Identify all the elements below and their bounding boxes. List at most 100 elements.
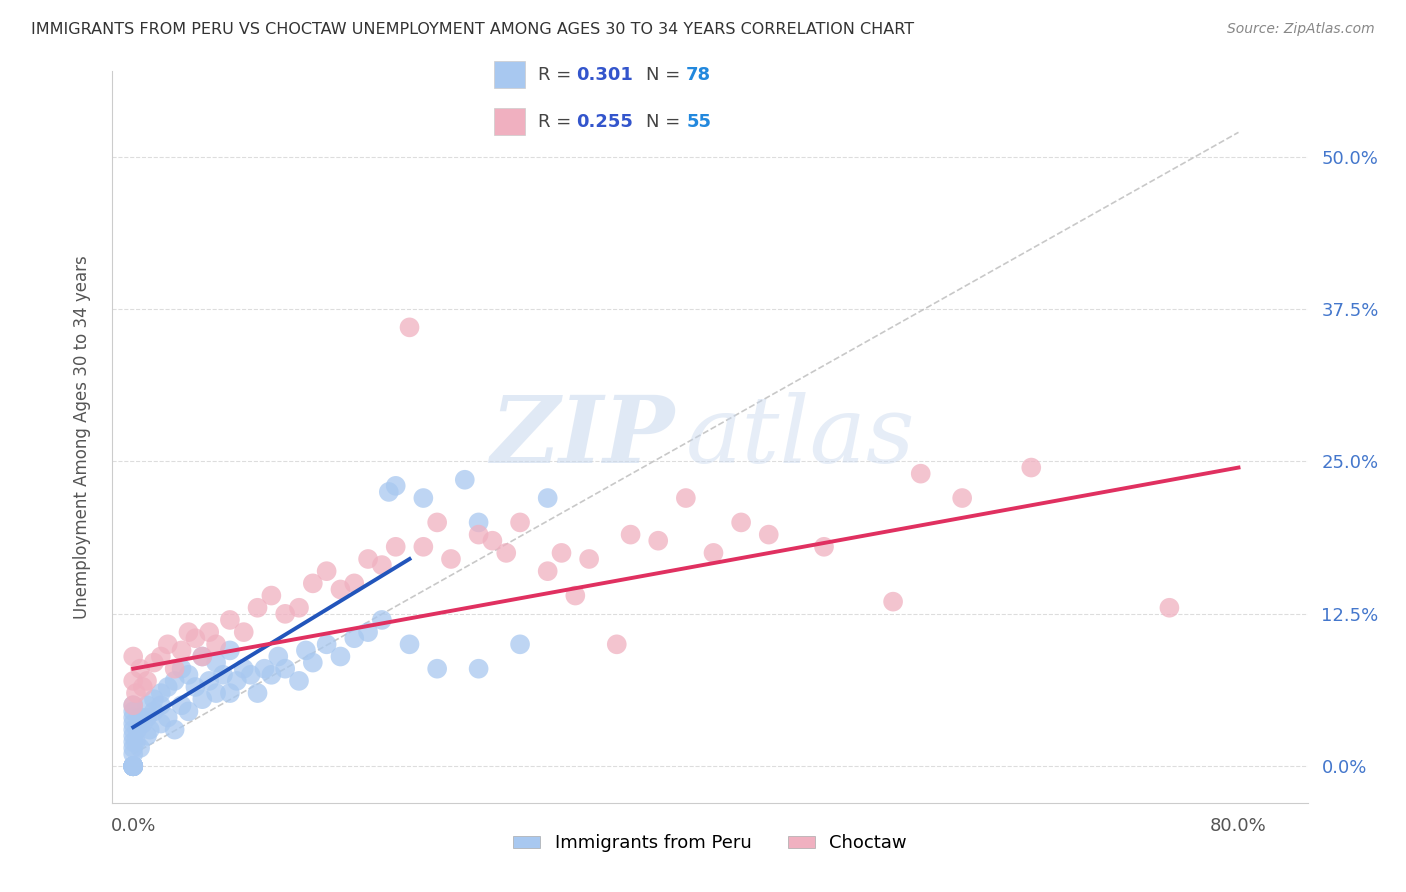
Point [132, 716, 155, 731]
Point [219, 643, 242, 657]
Point [398, 637, 420, 651]
Point [198, 673, 221, 688]
Point [149, 716, 172, 731]
Point [212, 667, 235, 681]
Point [288, 673, 311, 688]
Point [357, 552, 380, 566]
Text: 0.301: 0.301 [576, 66, 633, 84]
Point [205, 656, 228, 670]
Point [122, 723, 145, 737]
Point [125, 686, 148, 700]
Point [122, 747, 145, 761]
Point [412, 540, 434, 554]
Point [295, 643, 318, 657]
Point [122, 759, 145, 773]
Point [129, 710, 152, 724]
Point [301, 576, 323, 591]
Point [122, 698, 145, 713]
Point [578, 552, 600, 566]
Point [122, 759, 145, 773]
Point [142, 656, 165, 670]
Point [122, 759, 145, 773]
Point [184, 632, 207, 646]
Point [509, 516, 531, 530]
Text: atlas: atlas [686, 392, 915, 482]
Point [702, 546, 724, 560]
Point [357, 625, 380, 640]
Point [225, 673, 247, 688]
Point [125, 735, 148, 749]
Point [274, 607, 297, 621]
Point [170, 662, 193, 676]
Point [136, 673, 159, 688]
Point [758, 527, 780, 541]
Point [122, 759, 145, 773]
Point [205, 637, 228, 651]
Point [122, 759, 145, 773]
Point [129, 740, 152, 755]
Legend: Immigrants from Peru, Choctaw: Immigrants from Peru, Choctaw [506, 827, 914, 860]
Point [467, 527, 489, 541]
Point [343, 576, 366, 591]
Point [267, 649, 290, 664]
Text: 78: 78 [686, 66, 711, 84]
Point [1019, 460, 1042, 475]
Point [426, 662, 449, 676]
Point [537, 564, 560, 578]
Point [467, 662, 489, 676]
Point [384, 479, 406, 493]
Point [191, 692, 214, 706]
Point [329, 582, 352, 597]
Point [329, 649, 352, 664]
Point [136, 710, 159, 724]
Text: Source: ZipAtlas.com: Source: ZipAtlas.com [1227, 22, 1375, 37]
Point [481, 533, 503, 548]
Point [246, 600, 269, 615]
Point [139, 723, 162, 737]
Point [384, 540, 406, 554]
Point [426, 516, 449, 530]
Text: N =: N = [645, 66, 686, 84]
Point [910, 467, 932, 481]
Point [163, 723, 186, 737]
Point [232, 625, 254, 640]
Point [156, 680, 179, 694]
Point [239, 667, 262, 681]
Point [122, 759, 145, 773]
Point [619, 527, 641, 541]
Point [122, 729, 145, 743]
Point [191, 649, 214, 664]
Point [156, 710, 179, 724]
Point [177, 705, 200, 719]
Point [509, 637, 531, 651]
Point [343, 632, 366, 646]
Point [122, 735, 145, 749]
Point [142, 692, 165, 706]
Point [495, 546, 517, 560]
Point [219, 686, 242, 700]
Text: R =: R = [537, 112, 576, 130]
Point [122, 705, 145, 719]
Point [136, 729, 159, 743]
Point [371, 558, 394, 573]
Point [149, 698, 172, 713]
Point [412, 491, 434, 505]
Point [260, 667, 283, 681]
Point [129, 662, 152, 676]
Point [122, 759, 145, 773]
Point [246, 686, 269, 700]
Point [467, 516, 489, 530]
Point [813, 540, 835, 554]
FancyBboxPatch shape [495, 61, 526, 88]
FancyBboxPatch shape [495, 108, 526, 136]
Point [156, 637, 179, 651]
Point [440, 552, 463, 566]
Point [122, 759, 145, 773]
Point [315, 637, 337, 651]
Point [950, 491, 973, 505]
Point [170, 698, 193, 713]
Point [550, 546, 572, 560]
Point [371, 613, 394, 627]
Point [149, 649, 172, 664]
Point [882, 594, 904, 608]
